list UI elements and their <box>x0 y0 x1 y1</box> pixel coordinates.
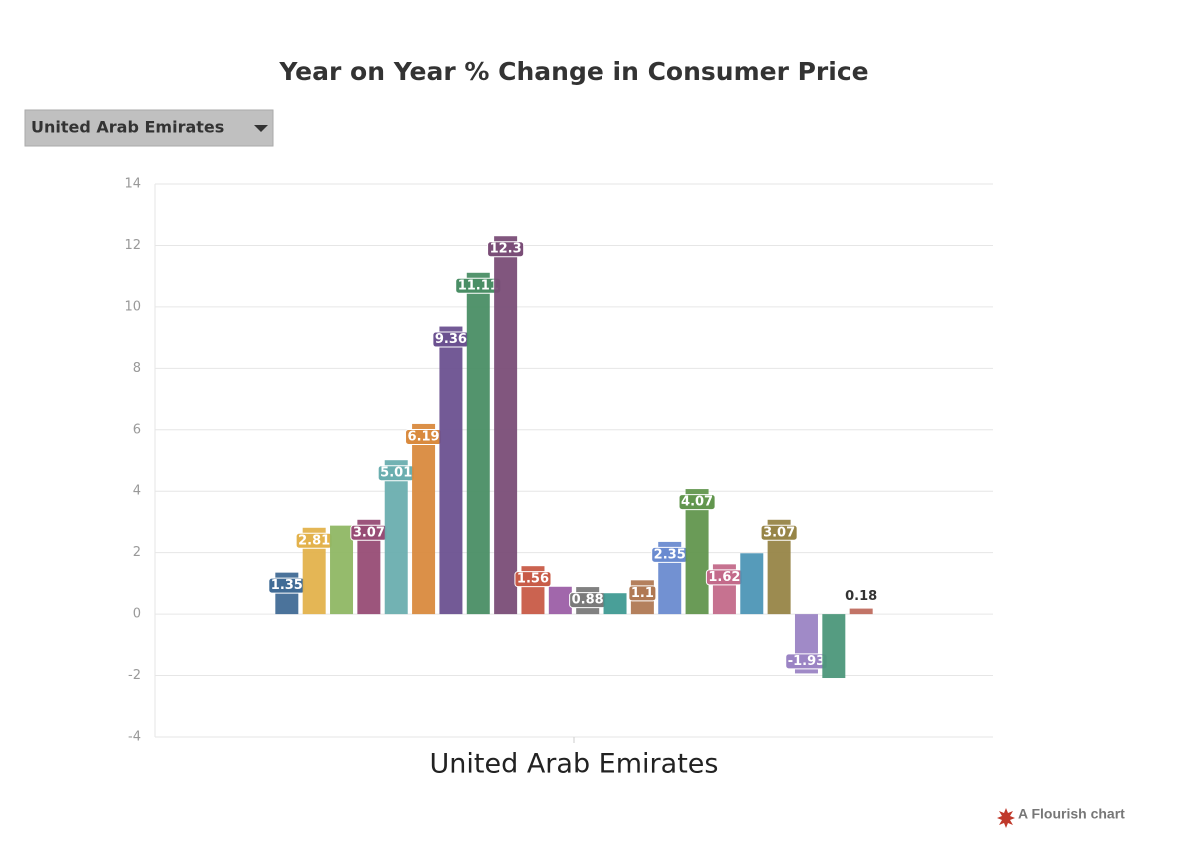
y-tick-label: 12 <box>124 238 141 253</box>
value-label: 0.18 <box>845 589 877 604</box>
bar <box>740 553 764 615</box>
bar <box>849 608 873 615</box>
flourish-logo[interactable] <box>997 808 1015 828</box>
bar <box>357 519 381 615</box>
value-label: 11.11 <box>458 278 499 293</box>
value-label-bg <box>628 585 657 602</box>
value-label: 9.36 <box>435 332 467 347</box>
value-label: 0.88 <box>572 593 604 608</box>
y-tick-label: -2 <box>128 668 141 683</box>
bar <box>822 614 846 679</box>
bar <box>767 519 791 615</box>
bar <box>548 586 572 615</box>
dropdown-arrow[interactable] <box>254 125 268 132</box>
value-label-bg <box>678 494 716 511</box>
value-label-bg <box>487 241 525 258</box>
value-label: 4.07 <box>681 495 713 510</box>
value-label: 5.01 <box>380 466 412 481</box>
value-label: 1.56 <box>517 572 549 587</box>
y-tick-label: 4 <box>133 484 141 499</box>
value-label: 12.3 <box>490 242 522 257</box>
bar <box>412 423 436 615</box>
footer[interactable]: A Flourish chart <box>997 806 1125 828</box>
y-tick-label: 2 <box>133 545 141 560</box>
bar <box>494 236 518 615</box>
chart-title: Year on Year % Change in Consumer Price <box>278 57 868 86</box>
value-label: 2.81 <box>298 533 330 548</box>
value-label: -1.93 <box>788 654 825 669</box>
y-tick-label: 14 <box>124 177 141 192</box>
y-tick-label: -4 <box>128 730 141 745</box>
value-label: 1.1 <box>631 586 654 601</box>
y-tick-label: 6 <box>133 422 141 437</box>
value-label: 3.07 <box>353 525 385 540</box>
bar <box>685 489 709 615</box>
dropdown[interactable]: United Arab Emirates <box>24 109 274 147</box>
bar <box>384 460 408 615</box>
value-label: 1.62 <box>708 570 740 585</box>
bar <box>603 593 627 615</box>
y-tick-label: 10 <box>124 299 141 314</box>
dropdown-text[interactable]: United Arab Emirates <box>31 118 224 137</box>
x-tick-label: United Arab Emirates <box>430 749 719 780</box>
value-label-bg <box>760 524 798 541</box>
value-label: 1.35 <box>271 578 303 593</box>
footer-text[interactable]: A Flourish chart <box>1018 806 1125 822</box>
bar <box>330 525 354 615</box>
value-label: 3.07 <box>763 525 795 540</box>
value-label: 2.35 <box>654 547 686 562</box>
dropdown-box[interactable] <box>24 109 274 147</box>
value-label: 6.19 <box>408 429 440 444</box>
bar <box>466 272 490 615</box>
y-tick-label: 8 <box>133 361 141 376</box>
bar <box>439 326 463 615</box>
value-label-bg <box>514 571 552 588</box>
y-tick-label: 0 <box>133 607 141 622</box>
bar <box>302 527 326 615</box>
